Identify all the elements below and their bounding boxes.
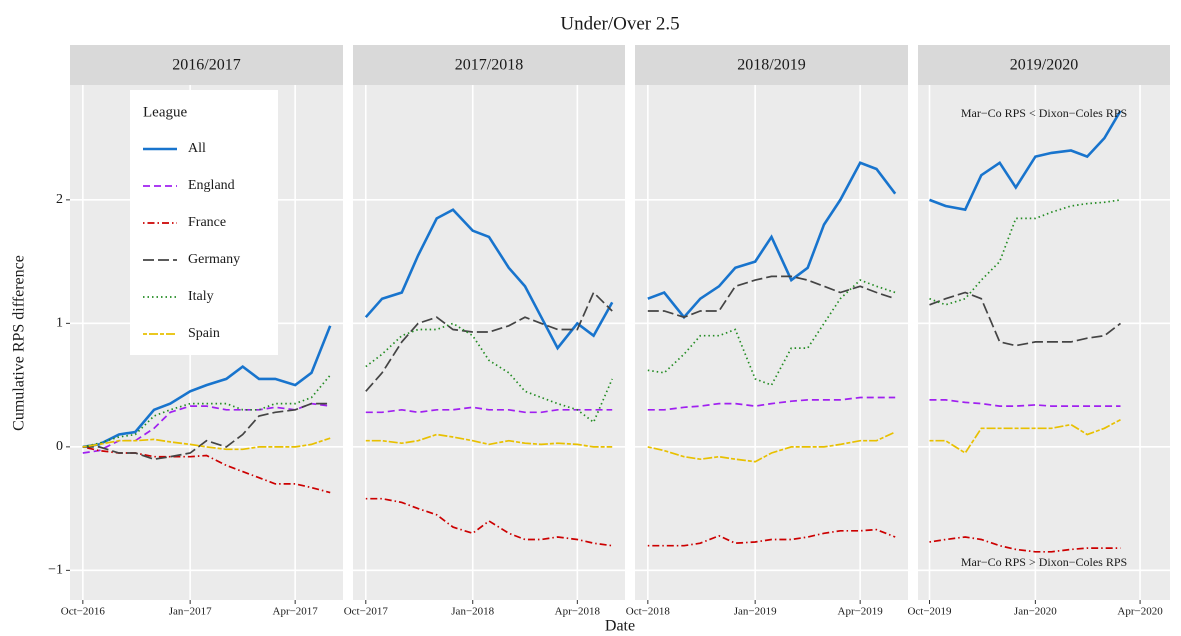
annotation: Mar−Co RPS > Dixon−Coles RPS [961,555,1127,569]
series-line [647,161,897,320]
x-tick-label: Jan−2019 [734,606,777,618]
y-tick-label: −1 [48,563,63,578]
strip-background [635,45,908,85]
x-axis-label: Date [605,618,635,635]
strip-label: 2018/2019 [737,57,805,74]
series-line [364,208,614,351]
x-tick-label: Jan−2018 [451,606,494,618]
legend-label: Germany [188,252,240,267]
x-tick-label: Apr−2017 [273,606,319,618]
series-line [929,110,1122,212]
series-line [82,437,331,451]
panel-background [353,85,625,600]
strip-background [918,45,1170,85]
annotation: Mar−Co RPS < Dixon−Coles RPS [961,106,1127,120]
x-tick-label: Oct−2018 [626,606,671,618]
chart-title: Under/Over 2.5 [560,13,679,34]
legend-label: England [188,178,235,193]
x-tick-label: Apr−2020 [1117,606,1163,618]
legend-label: Spain [188,326,220,341]
legend-label: Italy [188,289,214,304]
series-line [365,322,613,424]
x-tick-label: Oct−2019 [907,606,952,618]
y-axis-label: Cumulative RPS difference [11,255,28,431]
legend-label: France [188,215,226,230]
strip-label: 2016/2017 [172,57,240,74]
strip-background [70,45,343,85]
y-tick-label: 1 [56,316,63,331]
series-line [82,446,331,494]
panel-background [635,85,908,600]
series-line [647,396,896,411]
series-line [647,431,896,463]
series-line [647,528,896,547]
y-tick-label: 0 [56,439,63,454]
series-line [929,418,1121,455]
legend-box [130,90,278,355]
series-line [82,402,331,461]
y-tick-label: 2 [56,192,63,207]
series-line [365,433,613,448]
series-line [929,536,1121,553]
x-tick-label: Jan−2020 [1014,606,1057,618]
series-line [365,291,613,392]
x-tick-label: Oct−2016 [61,606,106,618]
x-tick-label: Apr−2018 [555,606,601,618]
strip-label: 2019/2020 [1010,57,1078,74]
legend-title: League [143,104,187,120]
x-tick-label: Apr−2019 [838,606,884,618]
panel-background [918,85,1170,600]
legend-label: All [188,141,206,156]
x-tick-label: Jan−2017 [169,606,212,618]
strip-background [353,45,625,85]
series-line [82,325,332,449]
series-line [929,291,1122,347]
x-tick-label: Oct−2017 [344,606,389,618]
strip-label: 2017/2018 [455,57,523,74]
series-line [647,279,896,387]
series-line [929,199,1121,306]
series-line [365,406,613,414]
series-line [647,275,896,319]
